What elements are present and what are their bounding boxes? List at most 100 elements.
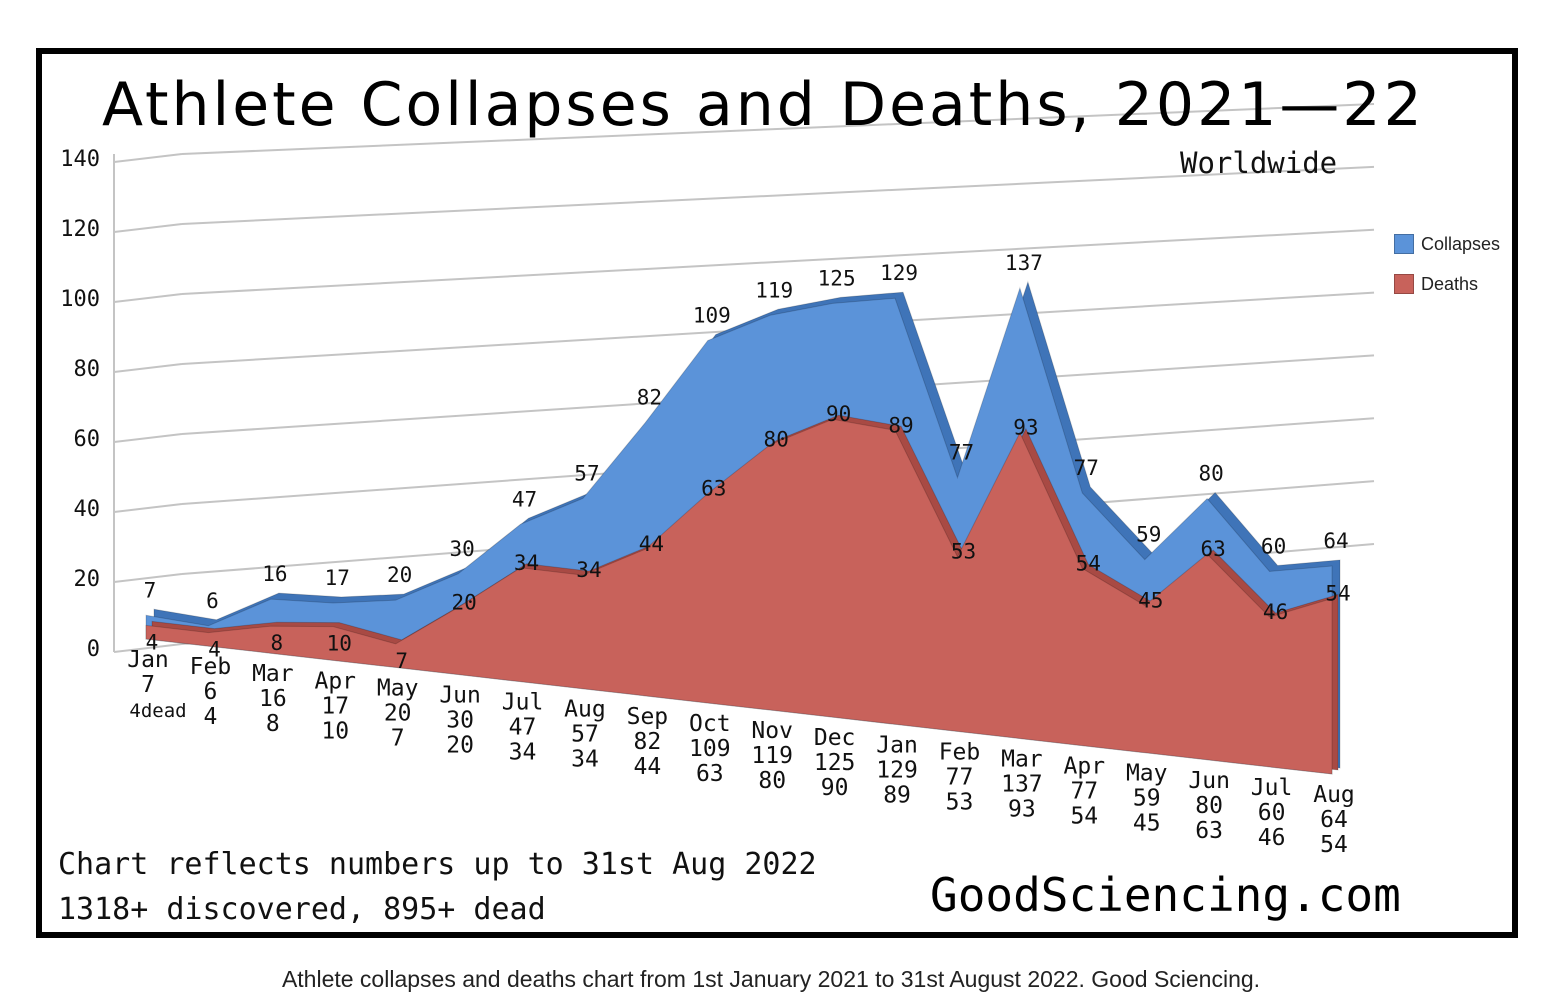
- collapses-value-label: 20: [387, 563, 412, 587]
- x-tick-label: Dec: [814, 725, 856, 751]
- x-collapses-value-label: 129: [876, 757, 918, 783]
- deaths-value-label: 93: [1013, 416, 1038, 440]
- deaths-value-label: 89: [888, 413, 913, 437]
- y-tick-label: 40: [74, 497, 101, 522]
- x-tick-label: Nov: [751, 718, 793, 744]
- footnote-totals: 1318+ discovered, 895+ dead: [58, 892, 546, 927]
- y-tick-label: 140: [60, 147, 100, 172]
- x-tick-label: Feb: [939, 739, 981, 765]
- x-collapses-value-label: 137: [1001, 771, 1043, 797]
- gridline-side: [113, 363, 183, 373]
- y-tick-label: 80: [74, 357, 101, 382]
- deaths-value-label: 4: [208, 638, 221, 662]
- x-deaths-value-label: 63: [696, 761, 724, 787]
- gridline: [181, 103, 1375, 155]
- x-tick-label: Jun: [439, 683, 481, 709]
- deaths-value-label: 4: [146, 630, 159, 654]
- x-tick-label: May: [377, 675, 419, 701]
- collapses-value-label: 30: [449, 537, 474, 561]
- x-deaths-value-label: 10: [321, 718, 349, 744]
- x-deaths-value-label: 44: [634, 754, 662, 780]
- x-tick-label: Mar: [252, 661, 294, 687]
- collapses-value-label: 77: [949, 441, 974, 465]
- gridline: [181, 228, 1375, 295]
- x-collapses-value-label: 20: [384, 700, 412, 726]
- collapses-value-label: 47: [512, 487, 537, 511]
- x-collapses-value-label: 57: [571, 722, 599, 748]
- footnote-date: Chart reflects numbers up to 31st Aug 20…: [58, 847, 817, 882]
- deaths-value-label: 53: [951, 540, 976, 564]
- collapses-value-label: 7: [144, 578, 157, 602]
- y-tick-label: 100: [60, 287, 100, 312]
- legend-swatch-deaths: [1394, 274, 1414, 294]
- deaths-value-label: 54: [1076, 551, 1101, 575]
- collapses-value-label: 17: [325, 566, 350, 590]
- x-collapses-value-label: 30: [446, 708, 474, 734]
- x-tick-label: Jul: [502, 690, 544, 716]
- x-deaths-value-label: 80: [758, 768, 786, 794]
- x-collapses-value-label: 17: [321, 693, 349, 719]
- x-collapses-value-label: 64: [1320, 807, 1348, 833]
- x-collapses-value-label: 125: [814, 750, 856, 776]
- collapses-value-label: 64: [1323, 529, 1348, 553]
- x-deaths-value-label: 53: [946, 789, 974, 815]
- collapses-value-label: 6: [206, 589, 219, 613]
- gridline: [181, 165, 1375, 225]
- chart-title: Athlete Collapses and Deaths, 2021—22: [102, 70, 1425, 140]
- x-tick-label: Jun: [1188, 768, 1230, 794]
- legend-swatch-collapses: [1394, 234, 1414, 254]
- x-collapses-value-label: 77: [946, 764, 974, 790]
- collapses-value-label: 125: [818, 266, 856, 290]
- x-deaths-value-label: 34: [509, 740, 537, 766]
- x-collapses-value-label: 16: [259, 686, 287, 712]
- deaths-value-label: 63: [1201, 537, 1226, 561]
- deaths-value-label: 45: [1138, 588, 1163, 612]
- legend-label-collapses: Collapses: [1421, 233, 1501, 254]
- x-tick-label: Apr: [1064, 754, 1106, 780]
- x-deaths-value-label: 45: [1133, 811, 1161, 837]
- x-deaths-value-label: 8: [266, 711, 280, 737]
- gridline-side: [113, 503, 183, 513]
- legend-label-deaths: Deaths: [1421, 273, 1479, 294]
- collapses-value-label: 137: [1005, 251, 1043, 275]
- collapses-value-label: 80: [1199, 462, 1224, 486]
- collapses-value-label: 57: [574, 461, 599, 485]
- x-collapses-value-label: 59: [1133, 786, 1161, 812]
- x-deaths-value-label: 34: [571, 747, 599, 773]
- gridline-side: [113, 293, 183, 303]
- deaths-value-label: 34: [514, 551, 539, 575]
- x-collapses-value-label: 47: [509, 715, 537, 741]
- x-deaths-value-label: 54: [1070, 804, 1098, 830]
- x-tick-label: Aug: [1313, 782, 1355, 808]
- x-collapses-value-label: 6: [203, 679, 217, 705]
- x-collapses-value-label: 77: [1070, 779, 1098, 805]
- x-collapses-value-label: 60: [1258, 800, 1286, 826]
- x-deaths-value-label: 4dead: [129, 700, 186, 722]
- deaths-area: [145, 418, 1333, 775]
- x-tick-label: Aug: [564, 697, 606, 723]
- chart-subtitle: Worldwide: [1180, 146, 1338, 180]
- y-tick-label: 20: [74, 567, 101, 592]
- gridline-side: [113, 223, 183, 233]
- x-tick-label: Jul: [1251, 775, 1293, 801]
- x-deaths-value-label: 4: [203, 704, 217, 730]
- deaths-value-label: 7: [395, 649, 408, 673]
- legend-item-collapses: Collapses: [1394, 224, 1500, 264]
- x-collapses-value-label: 109: [689, 736, 731, 762]
- collapses-value-label: 119: [755, 278, 793, 302]
- deaths-value-label: 63: [701, 476, 726, 500]
- x-tick-label: Jan: [127, 647, 169, 673]
- x-deaths-value-label: 90: [821, 775, 849, 801]
- gridline-side: [113, 433, 183, 443]
- legend: Collapses Deaths: [1394, 224, 1500, 304]
- y-tick-label: 120: [60, 217, 100, 242]
- deaths-value-label: 44: [639, 532, 664, 556]
- y-tick-label: 0: [87, 637, 100, 662]
- deaths-value-label: 34: [576, 558, 601, 582]
- collapses-value-label: 59: [1136, 523, 1161, 547]
- deaths-value-label: 80: [764, 428, 789, 452]
- x-collapses-value-label: 7: [141, 672, 155, 698]
- collapses-value-label: 60: [1261, 534, 1286, 558]
- collapses-value-label: 82: [637, 386, 662, 410]
- x-deaths-value-label: 54: [1320, 832, 1348, 858]
